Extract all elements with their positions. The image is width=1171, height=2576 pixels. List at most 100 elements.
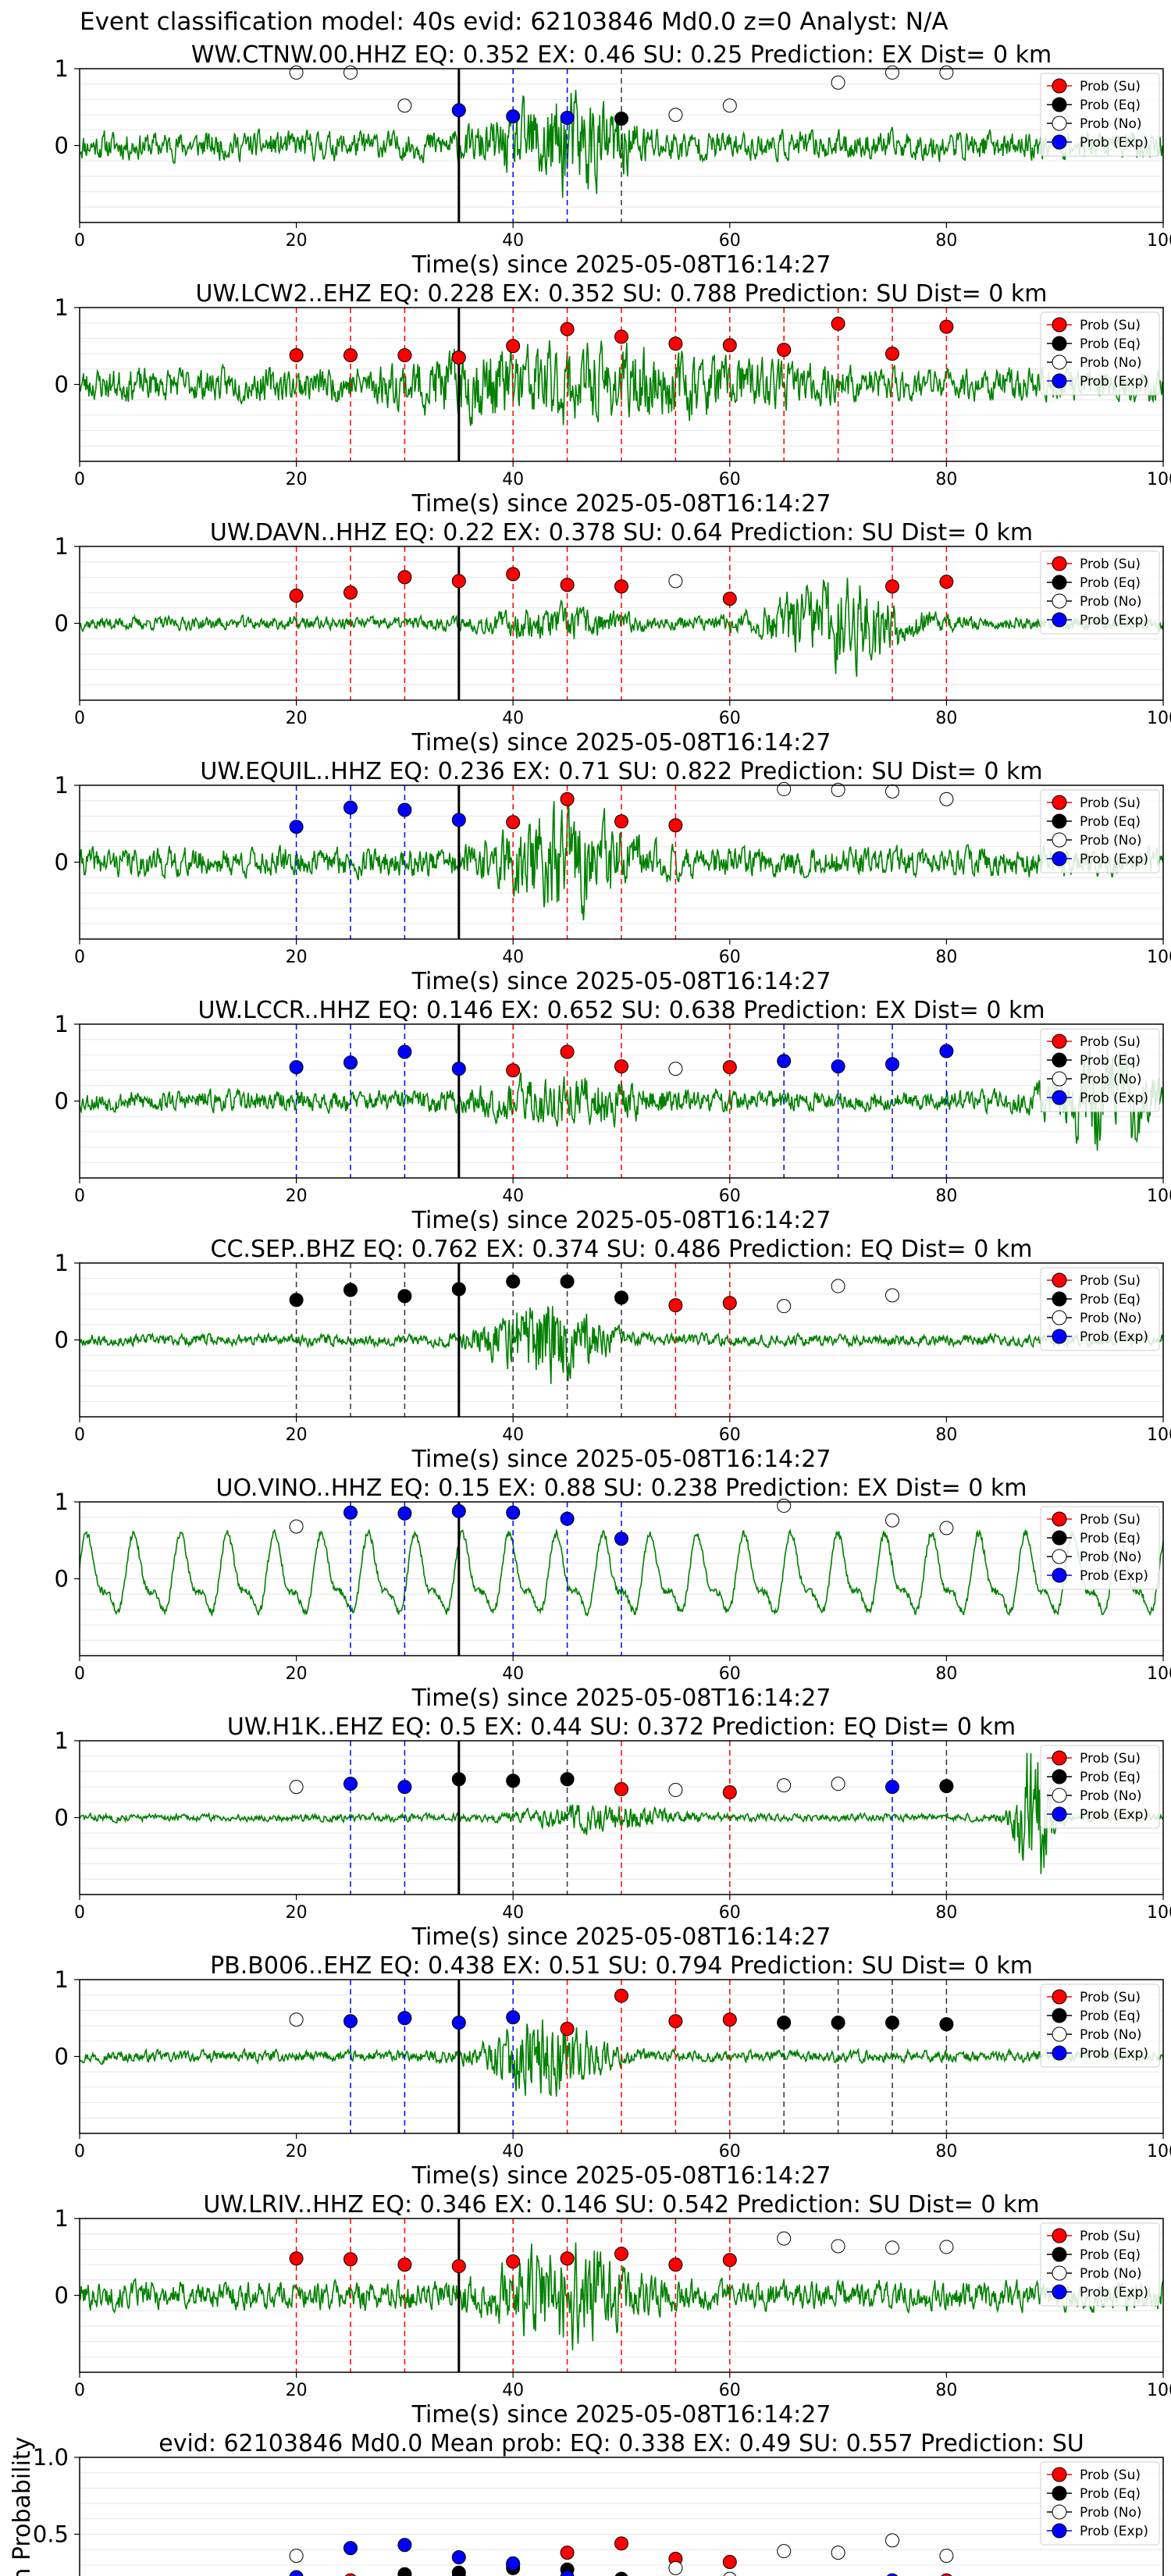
y-tick-label: 1	[55, 2205, 69, 2232]
x-tick-label: 80	[935, 2142, 957, 2161]
x-tick-label: 80	[935, 470, 957, 489]
legend-marker-exp	[1052, 1090, 1067, 1105]
panel-title: WW.CTNW.00.HHZ EQ: 0.352 EX: 0.46 SU: 0.…	[191, 41, 1052, 69]
x-tick-label: 40	[502, 2142, 524, 2161]
prob-marker-no	[777, 1299, 792, 1314]
x-tick-label: 20	[286, 1187, 308, 1206]
prob-marker-su	[668, 2014, 683, 2029]
prob-marker-exp	[289, 820, 304, 834]
prob-marker-no	[343, 65, 358, 80]
x-axis-label: Time(s) since 2025-05-08T16:14:27	[411, 1207, 831, 1234]
y-tick-label: 1	[55, 1011, 69, 1037]
prob-marker-su	[722, 2012, 737, 2027]
x-tick-label: 60	[719, 2381, 741, 2400]
legend-marker-exp	[1052, 851, 1067, 866]
prob-marker-su	[668, 1298, 683, 1313]
prob-marker-su	[506, 2254, 521, 2269]
y-tick-label: 0	[55, 1327, 69, 1354]
y-tick-label: 0	[55, 1566, 69, 1592]
prob-marker-exp	[939, 1044, 954, 1059]
prob-marker-su	[560, 1044, 575, 1059]
x-tick-label: 20	[286, 1664, 308, 1684]
mean-prob-marker-no	[777, 2544, 792, 2559]
legend-marker-eq	[1052, 2008, 1067, 2023]
prob-marker-eq	[560, 1274, 575, 1289]
prob-marker-eq	[939, 2017, 954, 2032]
prob-marker-no	[289, 2012, 304, 2027]
prob-marker-eq	[885, 2016, 899, 2030]
legend-label-exp: Prob (Exp)	[1080, 2524, 1148, 2539]
legend-marker-no	[1052, 1071, 1067, 1087]
prob-marker-exp	[451, 1503, 466, 1518]
prob-marker-su	[722, 1296, 737, 1311]
legend-label-su: Prob (Su)	[1080, 1512, 1141, 1528]
legend-marker-su	[1052, 2228, 1067, 2243]
prob-marker-no	[777, 1778, 792, 1793]
panel-UW.EQUIL..HHZ: UW.EQUIL..HHZ EQ: 0.236 EX: 0.71 SU: 0.8…	[55, 758, 1171, 995]
panel-PB.B006..EHZ: PB.B006..EHZ EQ: 0.438 EX: 0.51 SU: 0.79…	[55, 1952, 1171, 2190]
legend-box	[1040, 2222, 1160, 2307]
prob-marker-no	[722, 98, 737, 113]
legend-marker-no	[1052, 1788, 1067, 1803]
prob-marker-exp	[397, 1506, 412, 1521]
legend-label-su: Prob (Su)	[1080, 318, 1141, 333]
prob-marker-su	[289, 2251, 304, 2266]
prob-marker-eq	[451, 1772, 466, 1787]
x-tick-label: 40	[502, 1903, 524, 1923]
legend-box	[1040, 550, 1160, 635]
legend-label-exp: Prob (Exp)	[1080, 2285, 1148, 2300]
panel-title: evid: 62103846 Md0.0 Mean prob: EQ: 0.33…	[158, 2430, 1084, 2457]
legend-label-su: Prob (Su)	[1080, 2467, 1141, 2483]
prob-marker-eq	[614, 112, 628, 126]
legend-label-exp: Prob (Exp)	[1080, 2046, 1148, 2062]
legend-marker-eq	[1052, 1052, 1067, 1068]
x-tick-label: 60	[719, 948, 741, 967]
x-tick-label: 100	[1147, 709, 1171, 728]
prob-marker-exp	[343, 1777, 358, 1791]
legend-marker-eq	[1052, 813, 1067, 829]
x-tick-label: 80	[935, 1664, 957, 1684]
prob-marker-exp	[289, 1060, 304, 1075]
legend-label-exp: Prob (Exp)	[1080, 613, 1148, 628]
legend-marker-su	[1052, 1034, 1067, 1049]
legend-marker-no	[1052, 2265, 1067, 2281]
legend-marker-su	[1052, 317, 1067, 333]
x-tick-label: 80	[935, 948, 957, 967]
mean-prob-marker-su	[614, 2536, 628, 2551]
legend-label-eq: Prob (Eq)	[1080, 575, 1141, 591]
x-axis-label: Time(s) since 2025-05-08T16:14:27	[411, 729, 831, 756]
mean-prob-marker-no	[831, 2546, 845, 2560]
mean-prob-marker-no	[885, 2533, 899, 2548]
prob-marker-no	[289, 1519, 304, 1534]
prob-marker-no	[777, 1498, 792, 1513]
legend-label-eq: Prob (Eq)	[1080, 2008, 1141, 2024]
legend-marker-no	[1052, 1310, 1067, 1325]
legend-marker-su	[1052, 1750, 1067, 1766]
prob-marker-su	[343, 348, 358, 363]
legend-label-no: Prob (No)	[1080, 2027, 1142, 2043]
prob-marker-su	[939, 319, 954, 334]
prob-marker-exp	[885, 1057, 899, 1072]
legend-marker-exp	[1052, 1806, 1067, 1822]
legend-box	[1040, 1028, 1160, 1112]
y-axis-label: Mean Probability	[9, 2437, 36, 2576]
x-tick-label: 20	[286, 709, 308, 728]
mean-prob-marker-no	[723, 2571, 737, 2576]
prob-marker-no	[668, 108, 683, 123]
waveform	[80, 2019, 1163, 2097]
prob-marker-eq	[614, 1290, 628, 1305]
prob-marker-su	[614, 814, 628, 829]
prob-marker-no	[939, 2240, 954, 2254]
prob-marker-su	[668, 818, 683, 833]
legend-marker-su	[1052, 1511, 1067, 1527]
y-tick-label: 0	[55, 610, 69, 637]
x-tick-label: 100	[1147, 1187, 1171, 1206]
legend-label-su: Prob (Su)	[1080, 1751, 1141, 1767]
x-axis-label: Time(s) since 2025-05-08T16:14:27	[411, 490, 831, 518]
mean-prob-marker-exp	[343, 2541, 358, 2556]
legend-label-exp: Prob (Exp)	[1080, 135, 1148, 151]
legend-label-no: Prob (No)	[1080, 1788, 1142, 1804]
x-axis-label: Time(s) since 2025-05-08T16:14:27	[411, 251, 831, 279]
prob-marker-su	[668, 2258, 683, 2272]
x-axis-label: Time(s) since 2025-05-08T16:14:27	[411, 968, 831, 995]
